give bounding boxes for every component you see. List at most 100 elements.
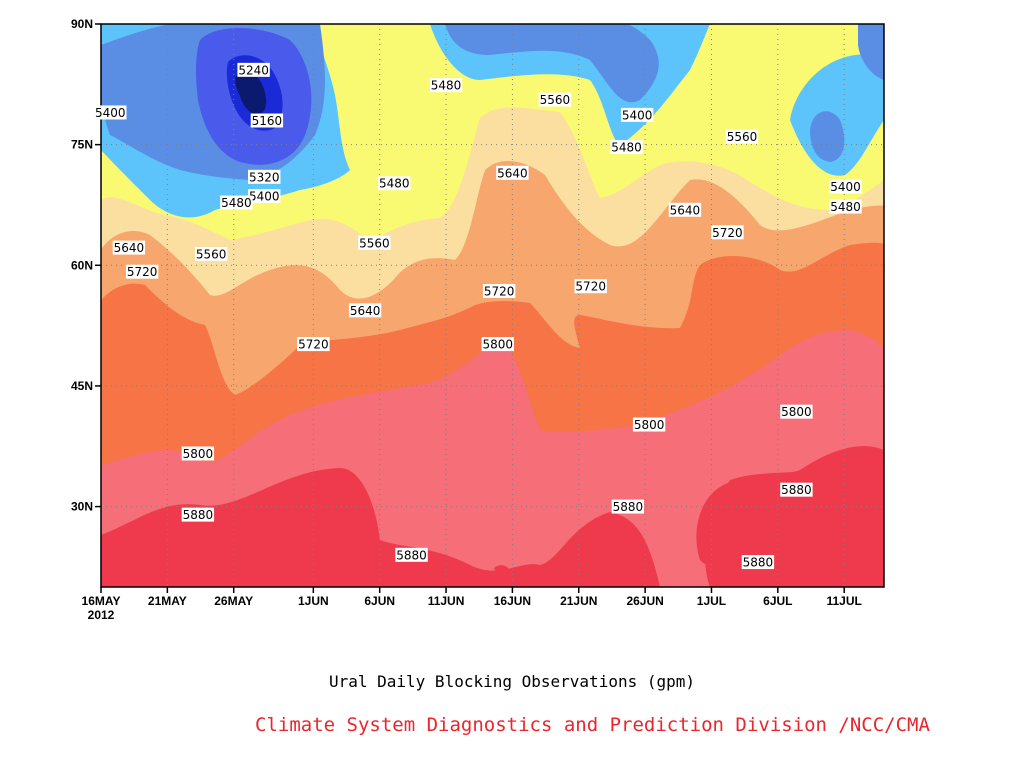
- chart-credit: Climate System Diagnostics and Predictio…: [255, 714, 930, 736]
- contour-label: 5320: [248, 169, 281, 184]
- contour-label-text: 5480: [611, 141, 642, 155]
- x-tick-label: 26JUN: [626, 594, 663, 608]
- contour-label-box: [496, 165, 529, 180]
- contour-label-text: 5720: [298, 338, 329, 352]
- contour-label-box: [248, 169, 281, 184]
- contour-label: 5880: [780, 482, 813, 497]
- gridlines: [101, 24, 884, 587]
- contour-label-box: [297, 337, 330, 352]
- contour-label-box: [725, 129, 759, 144]
- contour-label-text: 5560: [727, 130, 758, 144]
- contour-label-box: [538, 92, 572, 107]
- contour-label-text: 5880: [781, 483, 812, 497]
- contour-label-box: [780, 404, 813, 419]
- contour-label-box: [829, 199, 862, 214]
- contour-label-text: 5160: [252, 114, 283, 128]
- x-tick-label: 1JUN: [298, 594, 329, 608]
- contour-label: 5560: [538, 92, 572, 107]
- contour-label-box: [780, 482, 813, 497]
- contour-label: 5400: [620, 107, 654, 122]
- contour-label-text: 5880: [743, 556, 774, 570]
- contour-label-box: [237, 62, 270, 77]
- contour-label: 5640: [112, 240, 146, 255]
- contour-label-text: 5880: [613, 500, 644, 514]
- y-tick-label: 75N: [71, 138, 93, 152]
- x-tick-label: 16MAY: [82, 594, 121, 608]
- contour-label: 5480: [378, 176, 411, 191]
- contour-label-box: [632, 417, 666, 432]
- contour-label-box: [610, 140, 643, 155]
- contour-label-text: 5880: [396, 548, 427, 562]
- contour-label-box: [741, 555, 775, 570]
- contour-label-box: [481, 337, 515, 352]
- contour-label: 5400: [829, 179, 862, 194]
- contour-label: 5480: [829, 199, 862, 214]
- x-tick-year-label: 2012: [88, 608, 115, 622]
- x-tick-label: 6JUN: [364, 594, 395, 608]
- contour-label-text: 5640: [114, 241, 145, 255]
- plot-frame: [100, 23, 885, 588]
- x-tick-label: 21JUN: [560, 594, 597, 608]
- contour-label: 5720: [574, 279, 607, 294]
- y-tick-label: 60N: [71, 258, 93, 272]
- contour-label: 5720: [125, 264, 159, 279]
- contour-label-text: 5400: [622, 108, 653, 122]
- contour-label: 5880: [611, 499, 645, 514]
- contour-label: 5800: [632, 417, 666, 432]
- contour-label: 5720: [711, 225, 744, 240]
- contour-label-text: 5800: [781, 405, 812, 419]
- contour-label-text: 5560: [540, 93, 571, 107]
- contour-label: 5880: [395, 547, 428, 562]
- contour-label-box: [125, 264, 159, 279]
- contour-label: 5400: [94, 105, 127, 120]
- contour-label-text: 5480: [431, 79, 462, 93]
- contour-label: 5800: [780, 404, 813, 419]
- contour-label-box: [181, 446, 215, 461]
- contour-label-text: 5800: [483, 338, 514, 352]
- contour-label-text: 5720: [712, 226, 743, 240]
- y-tick-label: 30N: [71, 500, 93, 514]
- contour-label: 5640: [496, 165, 529, 180]
- contour-label: 5560: [194, 247, 228, 262]
- contour-label: 5880: [741, 555, 775, 570]
- x-tick-label: 26MAY: [214, 594, 253, 608]
- contour-label: 5880: [181, 507, 215, 522]
- contour-label-text: 5720: [484, 285, 515, 299]
- contour-label: 5800: [481, 337, 515, 352]
- contour-label-text: 5480: [379, 177, 410, 191]
- contour-label-box: [829, 179, 862, 194]
- y-tick-label: 45N: [71, 379, 93, 393]
- contour-label-box: [220, 195, 253, 210]
- x-tick-label: 6JUL: [763, 594, 792, 608]
- contour-label-box: [348, 303, 382, 318]
- contour-label: 5640: [668, 202, 702, 217]
- contour-label-box: [112, 240, 146, 255]
- contour-label: 5400: [248, 189, 281, 204]
- contour-label-box: [482, 284, 516, 299]
- contour-label-text: 5400: [249, 190, 280, 204]
- x-tick-label: 11JUN: [428, 594, 465, 608]
- contour-label-box: [395, 547, 428, 562]
- contour-label-box: [250, 113, 284, 128]
- contour-label-text: 5320: [249, 170, 280, 184]
- contour-label-text: 5480: [221, 196, 252, 210]
- contour-label: 5160: [250, 113, 284, 128]
- contour-label: 5480: [610, 140, 643, 155]
- contour-label-text: 5400: [95, 106, 126, 120]
- contour-label: 5240: [237, 62, 270, 77]
- contour-label-text: 5400: [830, 180, 861, 194]
- contour-label-box: [668, 202, 702, 217]
- contour-label: 5480: [429, 78, 463, 93]
- contour-label: 5720: [297, 337, 330, 352]
- x-tick-label: 11JUL: [827, 594, 862, 608]
- contour-label-box: [429, 78, 463, 93]
- contour-label-box: [248, 189, 281, 204]
- contour-label-box: [711, 225, 744, 240]
- contour-label-text: 5560: [359, 236, 390, 250]
- contour-label-box: [358, 235, 391, 250]
- contour-label: 5560: [725, 129, 759, 144]
- y-tick-label: 90N: [71, 17, 93, 31]
- chart-title: Ural Daily Blocking Observations (gpm): [328, 672, 696, 691]
- contour-label-text: 5480: [830, 200, 861, 214]
